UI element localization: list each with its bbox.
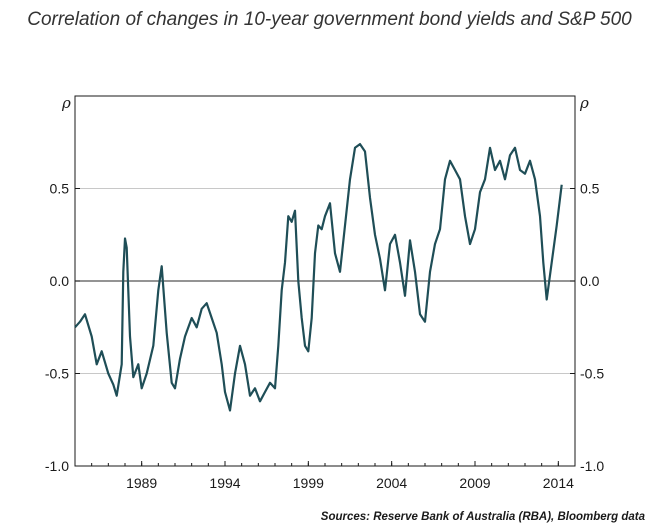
source-note: Sources: Reserve Bank of Australia (RBA)… bbox=[320, 511, 645, 523]
y-axis-label-right: ρ bbox=[579, 94, 589, 112]
x-axis-ticks: 1989 1994 1999 2004 2009 2014 bbox=[74, 461, 576, 491]
x-tick-label: 1999 bbox=[293, 475, 324, 491]
correlation-series-line bbox=[74, 143, 563, 412]
y-tick-label-left: -1.0 bbox=[45, 458, 69, 474]
y-tick-label-left: 0.0 bbox=[50, 273, 70, 289]
y-axis-label-left: ρ bbox=[61, 94, 71, 112]
y-tick-label-right: -0.5 bbox=[580, 366, 604, 382]
y-tick-label-left: -0.5 bbox=[45, 366, 69, 382]
x-tick-label: 1989 bbox=[126, 475, 157, 491]
x-tick-label: 2009 bbox=[459, 475, 490, 491]
y-axis-ticks: -1.0 -1.0 -0.5 -0.5 0.0 0.0 0.5 0.5 bbox=[45, 181, 604, 475]
y-tick-label-left: 0.5 bbox=[50, 181, 70, 197]
x-tick-label: 1994 bbox=[209, 475, 240, 491]
y-tick-label-right: 0.5 bbox=[580, 181, 600, 197]
x-tick-label: 2004 bbox=[376, 475, 407, 491]
y-tick-label-right: 0.0 bbox=[580, 273, 600, 289]
x-tick-label: 2014 bbox=[543, 475, 574, 491]
chart-title: Correlation of changes in 10-year govern… bbox=[27, 9, 632, 30]
y-tick-label-right: -1.0 bbox=[580, 458, 604, 474]
grid-lines bbox=[75, 188, 575, 374]
